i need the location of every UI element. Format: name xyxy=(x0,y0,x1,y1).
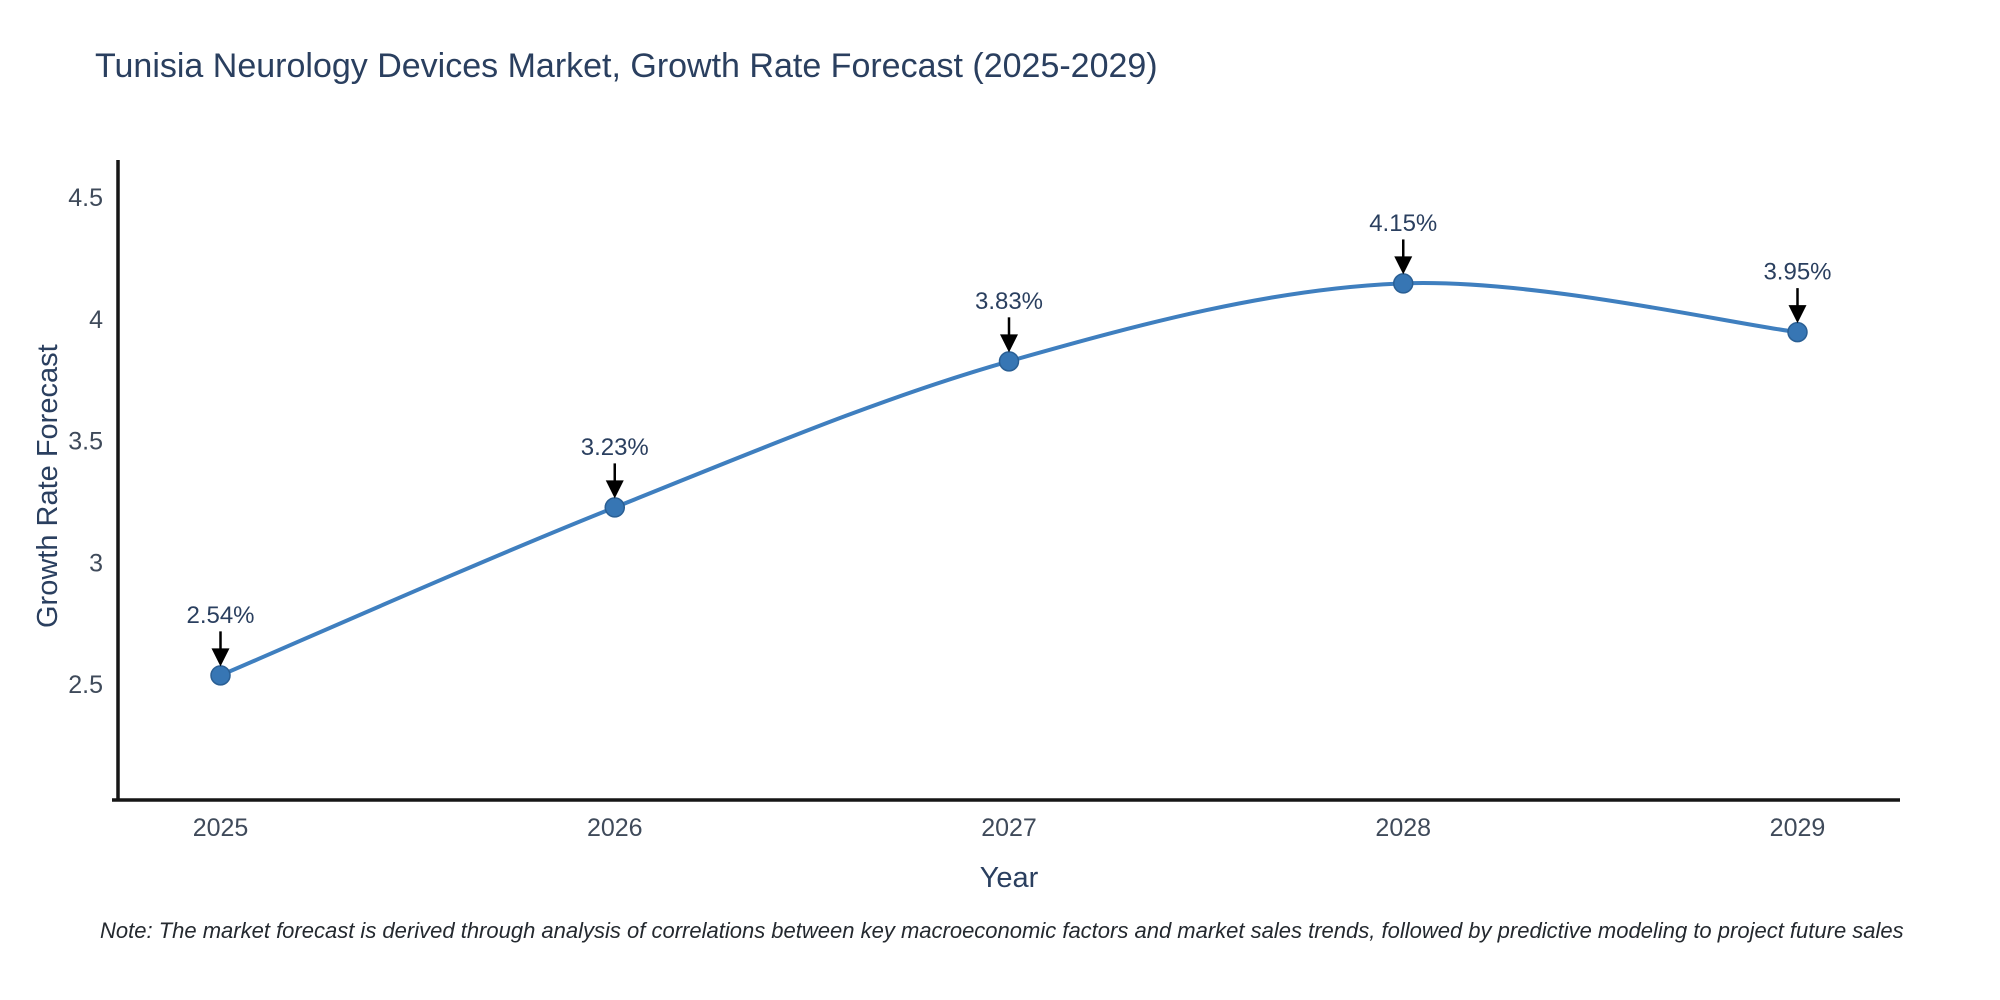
x-tick-label: 2026 xyxy=(587,814,643,842)
y-tick-label: 4.5 xyxy=(68,184,103,212)
annotation-arrowhead xyxy=(1000,334,1018,353)
data-point-annotation: 4.15% xyxy=(1369,210,1437,237)
annotation-arrowhead xyxy=(605,480,624,499)
y-tick-label: 2.5 xyxy=(68,671,103,699)
x-tick-label: 2027 xyxy=(981,814,1037,842)
data-point-marker xyxy=(1787,321,1808,343)
x-tick-label: 2025 xyxy=(193,814,249,842)
annotation-arrowhead xyxy=(1788,305,1807,324)
data-point-marker xyxy=(1392,273,1414,294)
data-point-annotation: 2.54% xyxy=(186,602,254,629)
y-tick-label: 3 xyxy=(89,549,103,577)
x-tick-label: 2029 xyxy=(1770,814,1826,842)
annotation-arrowhead xyxy=(1394,256,1413,275)
footnote: Note: The market forecast is derived thr… xyxy=(100,918,1904,943)
data-point-marker xyxy=(210,665,231,686)
data-point-annotation: 3.23% xyxy=(581,434,649,461)
y-tick-label: 3.5 xyxy=(68,428,103,456)
data-point-annotation: 3.83% xyxy=(975,288,1043,315)
x-axis-title: Year xyxy=(979,862,1039,894)
data-point-marker xyxy=(604,497,626,518)
data-point-annotation: 3.95% xyxy=(1763,259,1831,286)
y-axis-title: Growth Rate Forecast xyxy=(32,344,64,628)
chart-title: Tunisia Neurology Devices Market, Growth… xyxy=(95,47,1158,85)
x-tick-label: 2028 xyxy=(1375,814,1431,842)
annotation-arrowhead xyxy=(211,648,230,667)
y-tick-label: 4 xyxy=(89,306,103,334)
data-point-marker xyxy=(998,351,1020,372)
